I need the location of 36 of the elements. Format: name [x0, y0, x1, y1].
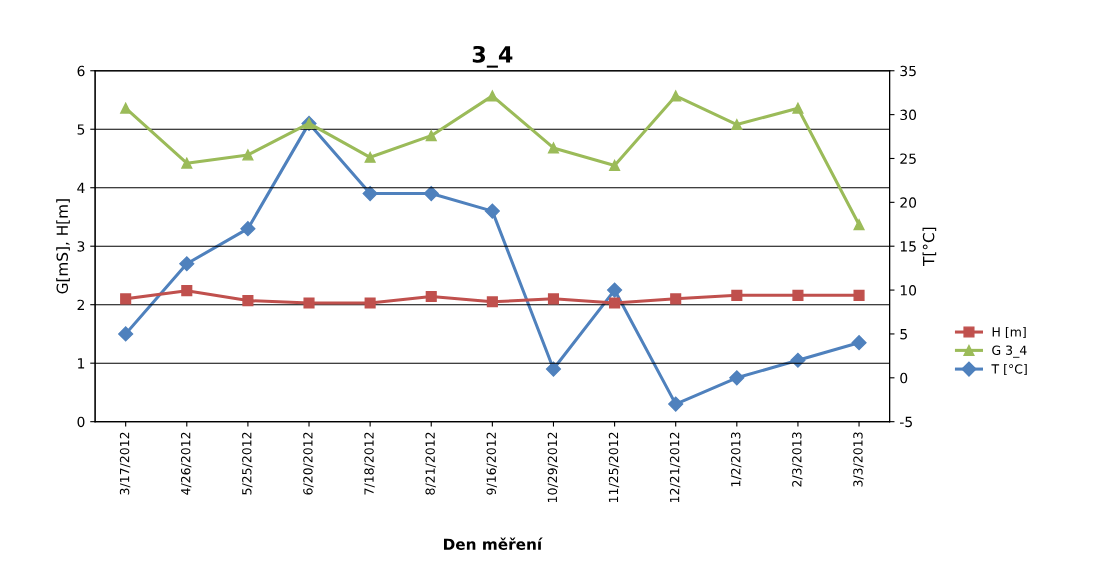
legend-label: T [°C]: [991, 363, 1027, 376]
y-tick-label: 6: [77, 65, 85, 77]
x-tick-label: 10/29/2012: [547, 432, 559, 503]
x-tick-label: 3/3/2013: [853, 432, 864, 487]
y2-tick-label: -5: [900, 416, 912, 428]
y2-tick-label: 10: [900, 285, 917, 296]
y2-tick-label: 25: [900, 153, 916, 164]
x-tick-label: 9/16/2012: [486, 432, 497, 495]
legend-label: H [m]: [992, 326, 1026, 339]
legend-label: G 3_4: [992, 345, 1027, 358]
y-tick-label: 4: [77, 182, 85, 193]
x-tick-label: 4/26/2012: [180, 432, 192, 495]
chart-title: 3_4: [472, 45, 513, 68]
y-tick-label: 5: [77, 124, 85, 135]
y2-tick-label: 0: [900, 372, 908, 384]
y-tick-label: 3: [77, 241, 85, 252]
x-tick-label: 11/25/2012: [608, 432, 620, 503]
x-tick-label: 5/25/2012: [242, 432, 253, 495]
y2-tick-label: 5: [900, 329, 907, 340]
x-tick-label: 8/21/2012: [425, 432, 436, 495]
y-tick-label: 2: [77, 299, 84, 310]
y2-tick-label: 15: [900, 241, 916, 252]
x-tick-label: 6/20/2012: [303, 432, 314, 495]
y-tick-label: 0: [77, 416, 85, 428]
x-tick-label: 12/21/2012: [669, 432, 681, 503]
y2-tick-label: 30: [900, 109, 917, 121]
y2-tick-label: 35: [900, 65, 916, 77]
x-tick-label: 1/2/2013: [730, 432, 742, 487]
y2-axis-title: T[°C]: [922, 227, 937, 267]
y-tick-label: 1: [78, 358, 85, 369]
x-axis-title: Den měření: [444, 537, 543, 550]
x-tick-label: 3/17/2012: [119, 432, 131, 495]
y2-tick-label: 20: [900, 197, 917, 208]
y-axis-title: G[mS], H[m]: [56, 199, 70, 294]
x-tick-label: 7/18/2012: [364, 432, 375, 495]
x-tick-label: 2/3/2013: [792, 432, 803, 487]
